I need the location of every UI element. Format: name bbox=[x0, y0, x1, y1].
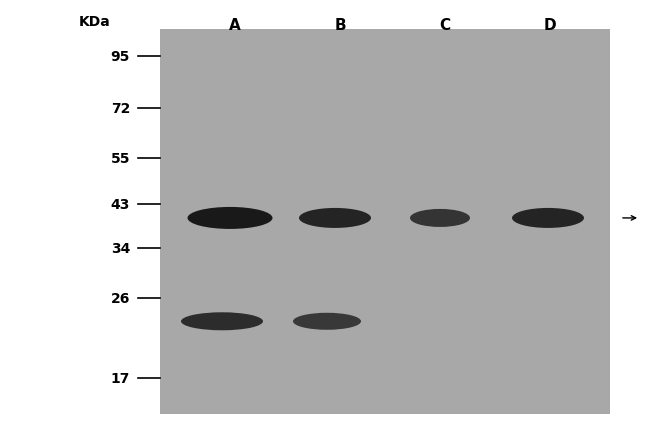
Bar bbox=[160, 30, 610, 414]
Text: 26: 26 bbox=[111, 292, 130, 306]
Text: B: B bbox=[334, 18, 346, 33]
Text: C: C bbox=[439, 18, 450, 33]
Ellipse shape bbox=[299, 208, 371, 228]
Text: 55: 55 bbox=[111, 152, 130, 166]
Text: KDa: KDa bbox=[79, 15, 111, 29]
Text: D: D bbox=[543, 18, 556, 33]
Ellipse shape bbox=[293, 313, 361, 330]
Text: 17: 17 bbox=[111, 371, 130, 385]
Ellipse shape bbox=[410, 209, 470, 227]
Ellipse shape bbox=[187, 208, 272, 230]
Ellipse shape bbox=[181, 313, 263, 331]
Text: 43: 43 bbox=[111, 198, 130, 212]
Text: A: A bbox=[229, 18, 241, 33]
Ellipse shape bbox=[512, 208, 584, 228]
Text: 34: 34 bbox=[111, 242, 130, 256]
Text: 95: 95 bbox=[111, 50, 130, 64]
Text: 72: 72 bbox=[111, 102, 130, 116]
